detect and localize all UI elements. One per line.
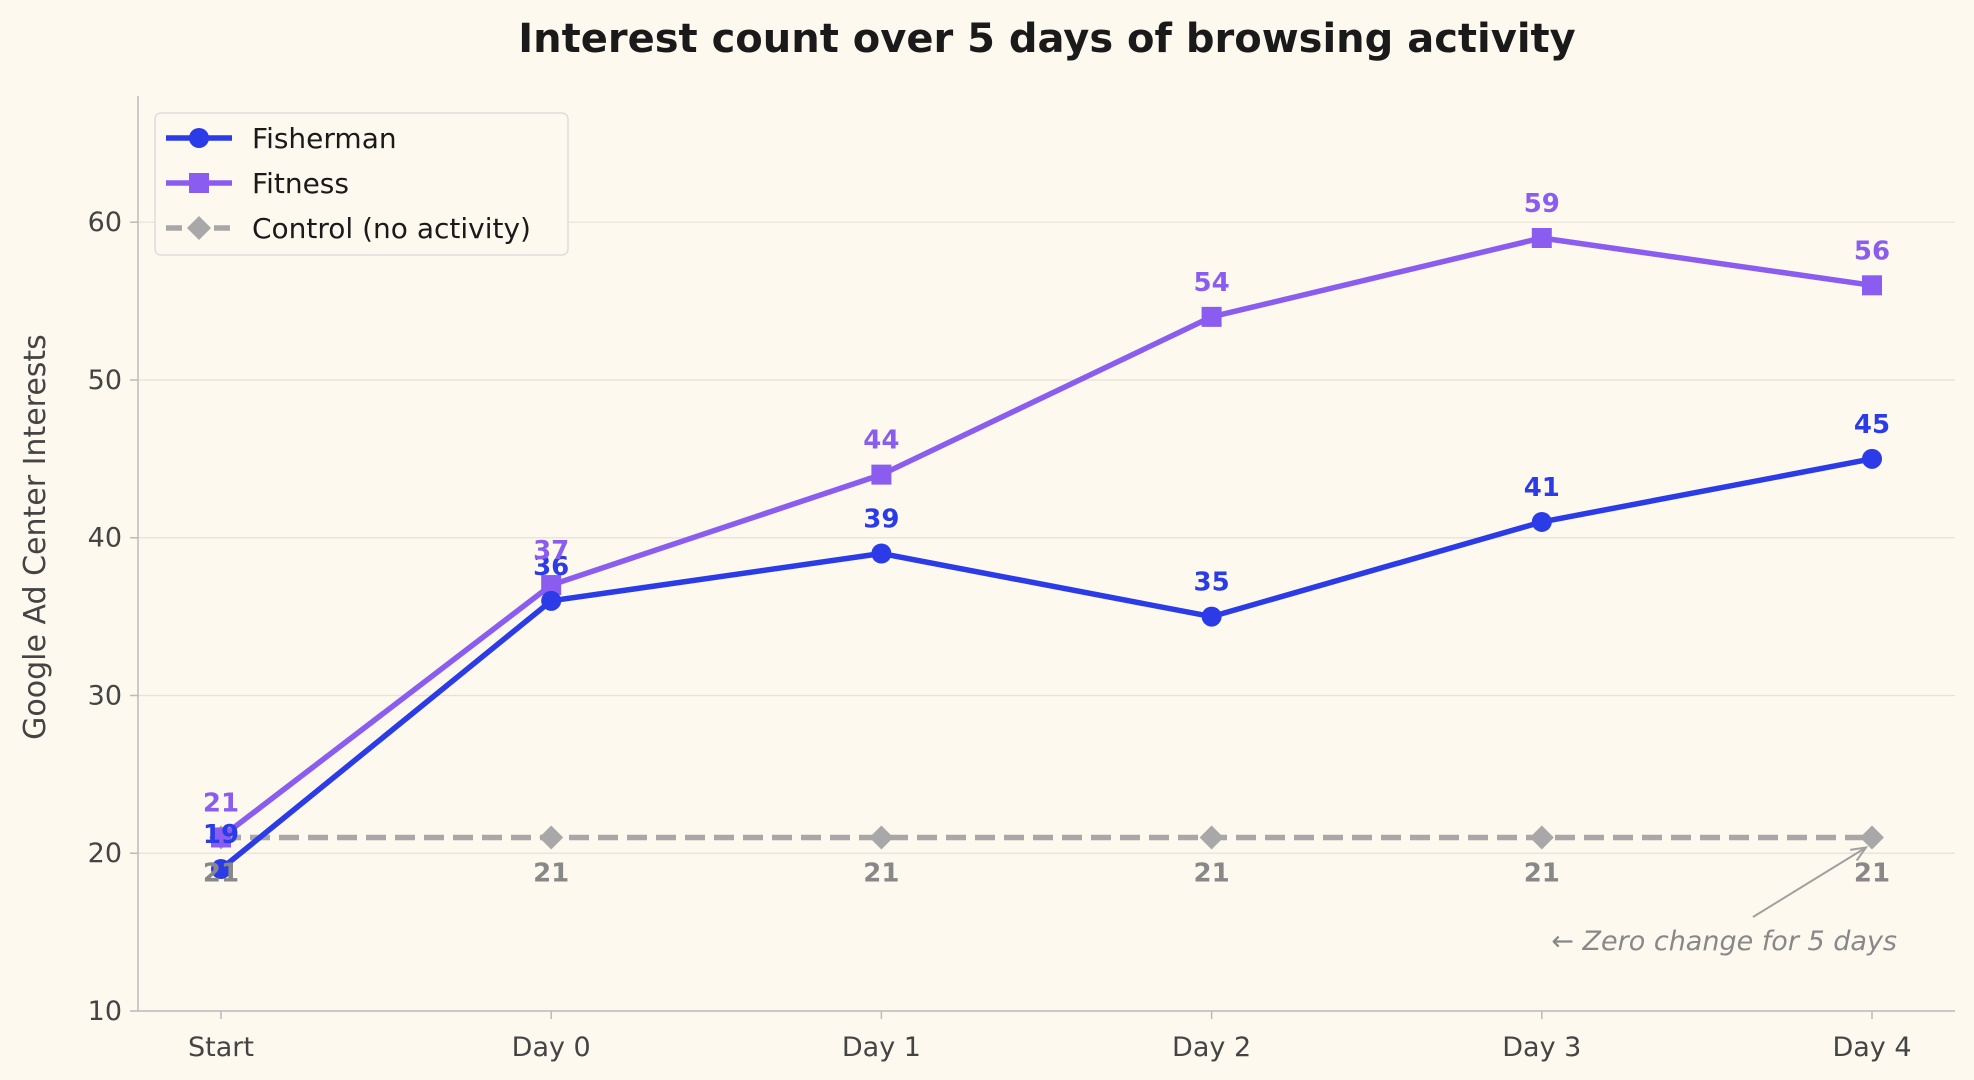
series-1-point-5 <box>1862 275 1882 296</box>
x-tick-label-0: Start <box>188 1032 254 1063</box>
legend-label-1: Fitness <box>252 167 349 200</box>
series-2 <box>209 825 1884 850</box>
legend-box <box>154 112 569 256</box>
data-label-0-2: 39 <box>863 505 899 535</box>
y-tick-label-20: 20 <box>88 838 122 869</box>
gridlines <box>138 221 1955 1012</box>
series-2-point-5 <box>1860 825 1884 850</box>
data-label-1-5: 56 <box>1854 236 1890 266</box>
series-2-point-1 <box>539 825 564 850</box>
series-1-point-4 <box>1531 227 1552 248</box>
legend-item-0: Fisherman <box>166 122 397 155</box>
legend-label-2: Control (no activity) <box>252 212 531 245</box>
series-1-point-3 <box>1201 306 1222 327</box>
data-label-0-1: 36 <box>533 552 569 582</box>
data-label-2-4: 21 <box>1524 858 1560 888</box>
series-0-point-0 <box>211 859 231 880</box>
series-0-point-3 <box>1201 606 1222 627</box>
x-tick-label-3: Day 2 <box>1172 1032 1251 1063</box>
data-label-2-3: 21 <box>1194 858 1230 888</box>
legend-marker-0 <box>189 128 209 148</box>
data-label-1-4: 59 <box>1524 189 1560 219</box>
data-labels: 19 36 39 35 41 45 21 37 44 54 59 56 21 21 21 21 21 21 <box>203 189 1890 888</box>
data-label-0-0: 19 <box>203 820 239 850</box>
data-label-2-2: 21 <box>863 858 899 888</box>
y-tick-label-60: 60 <box>88 207 122 238</box>
annotation: ← Zero change for 5 days <box>1551 846 1897 957</box>
axes <box>137 96 1955 1012</box>
series-2-point-2 <box>869 825 894 850</box>
annotation-text: ← Zero change for 5 days <box>1551 926 1897 957</box>
data-label-2-0: 21 <box>203 858 239 888</box>
data-label-1-2: 44 <box>863 426 899 456</box>
data-label-1-0: 21 <box>203 788 239 818</box>
data-label-0-4: 41 <box>1524 473 1560 503</box>
x-tick-label-2: Day 1 <box>842 1032 921 1063</box>
ticks: 10 20 30 40 50 60 Start Day 0 Day 1 Day 2 Day 3 Day… <box>88 207 1912 1063</box>
series-0-point-2 <box>871 543 892 564</box>
legend-item-2: Control (no activity) <box>166 212 531 245</box>
y-tick-label-40: 40 <box>88 523 122 554</box>
legend-marker-1 <box>189 173 209 193</box>
data-label-0-3: 35 <box>1194 568 1230 598</box>
y-axis-label: Google Ad Center Interests <box>18 334 53 740</box>
series-2-point-4 <box>1529 825 1554 850</box>
data-label-0-5: 45 <box>1854 410 1890 440</box>
y-tick-label-50: 50 <box>88 365 122 396</box>
series-line-1 <box>219 235 1873 840</box>
series-layer <box>209 227 1884 880</box>
series-0-point-4 <box>1531 511 1552 532</box>
series-line-0 <box>219 456 1873 872</box>
series-0-point-1 <box>541 590 562 611</box>
legend-label-0: Fisherman <box>252 122 397 155</box>
data-label-2-1: 21 <box>533 858 569 888</box>
annotation-arrow <box>1752 846 1867 918</box>
y-tick-label-10: 10 <box>88 996 122 1027</box>
y-tick-label-30: 30 <box>88 680 122 711</box>
data-label-1-1: 37 <box>533 536 569 566</box>
series-2-point-3 <box>1199 825 1224 850</box>
series-1-point-2 <box>871 464 892 485</box>
series-1 <box>211 227 1882 848</box>
annotation-arrowhead <box>1850 846 1869 862</box>
legend-item-1: Fitness <box>166 167 349 200</box>
series-0-point-5 <box>1862 448 1882 469</box>
legend-marker-2 <box>187 216 211 240</box>
legend: Fisherman Fitness Control (no activity) <box>154 112 569 256</box>
series-1-point-0 <box>211 827 231 848</box>
chart-title: Interest count over 5 days of browsing a… <box>518 16 1575 62</box>
x-tick-label-1: Day 0 <box>512 1032 591 1063</box>
data-label-1-3: 54 <box>1194 268 1230 298</box>
series-0 <box>211 448 1882 880</box>
x-tick-label-5: Day 4 <box>1832 1032 1911 1063</box>
x-tick-label-4: Day 3 <box>1502 1032 1581 1063</box>
data-label-2-5: 21 <box>1854 858 1890 888</box>
series-1-point-1 <box>541 575 562 596</box>
